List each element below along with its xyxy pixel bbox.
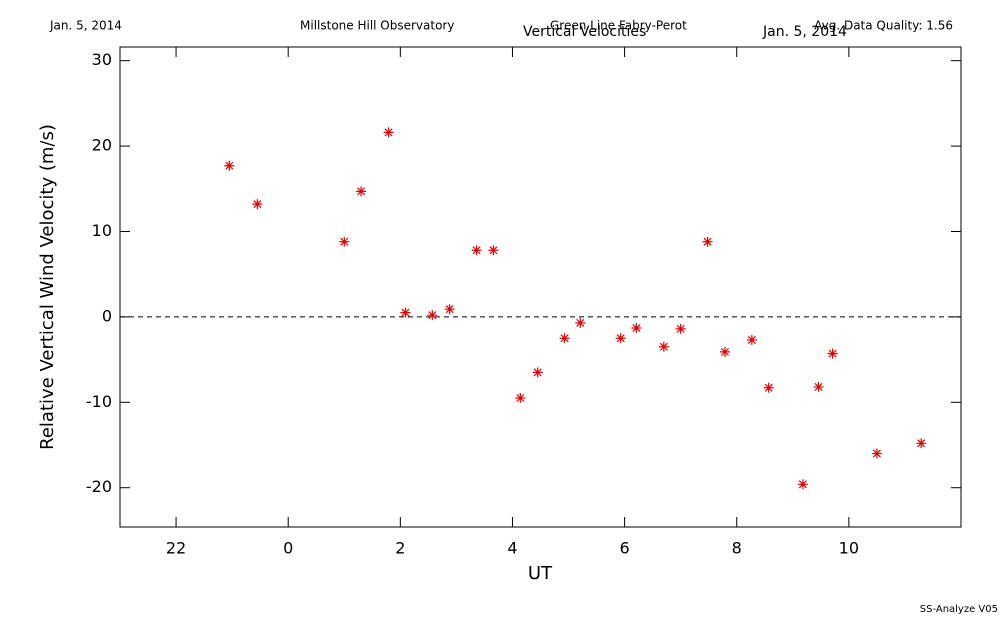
y-axis-label: Relative Vertical Wind Velocity (m/s): [37, 124, 58, 450]
x-tick-label: 4: [507, 539, 517, 558]
y-tick-label: 30: [92, 50, 112, 69]
y-tick-label: 10: [92, 221, 112, 240]
point: [559, 333, 570, 344]
quality: Avg. Data Quality: 1.56: [814, 19, 953, 33]
y-tick-label: 20: [92, 136, 112, 155]
point: [615, 333, 626, 344]
x-axis-label: UT: [528, 563, 553, 584]
point: [719, 346, 730, 357]
chart-title: Vertical Velocities: [523, 24, 646, 40]
x-tick-label: 10: [839, 539, 859, 558]
x-tick-label: 0: [283, 539, 293, 558]
footer: SS-Analyze V05: [920, 604, 998, 615]
plot-frame: [119, 46, 962, 528]
x-tick-label: 2: [395, 539, 405, 558]
point: [746, 334, 757, 345]
instrument: Green Line Fabry-Perot: [550, 19, 687, 33]
header-date: Jan. 5, 2014: [49, 19, 122, 33]
point: [532, 367, 543, 378]
point: [675, 323, 686, 334]
point: [813, 381, 824, 392]
point: [575, 317, 586, 328]
point: [471, 245, 482, 256]
point: [339, 236, 350, 247]
point: [702, 236, 713, 247]
point: [631, 322, 642, 333]
point: [444, 304, 455, 315]
point: [827, 348, 838, 359]
point: [224, 160, 235, 171]
y-tick-label: -10: [86, 392, 112, 411]
point: [515, 393, 526, 404]
y-tick-label: -20: [86, 477, 112, 496]
point: [797, 479, 808, 490]
point: [383, 127, 394, 138]
y-tick-label: 0: [102, 306, 112, 325]
point: [356, 186, 367, 197]
point: [916, 438, 927, 449]
observatory: Millstone Hill Observatory: [300, 19, 454, 33]
subtitle-date: Jan. 5, 2014: [762, 24, 847, 40]
point: [400, 307, 411, 318]
x-tick-label: 8: [732, 539, 742, 558]
x-tick-label: 22: [166, 539, 186, 558]
point: [658, 341, 669, 352]
x-tick-label: 6: [620, 539, 630, 558]
point: [488, 245, 499, 256]
point: [427, 310, 438, 321]
point: [871, 448, 882, 459]
point: [252, 199, 263, 210]
point: [763, 382, 774, 393]
